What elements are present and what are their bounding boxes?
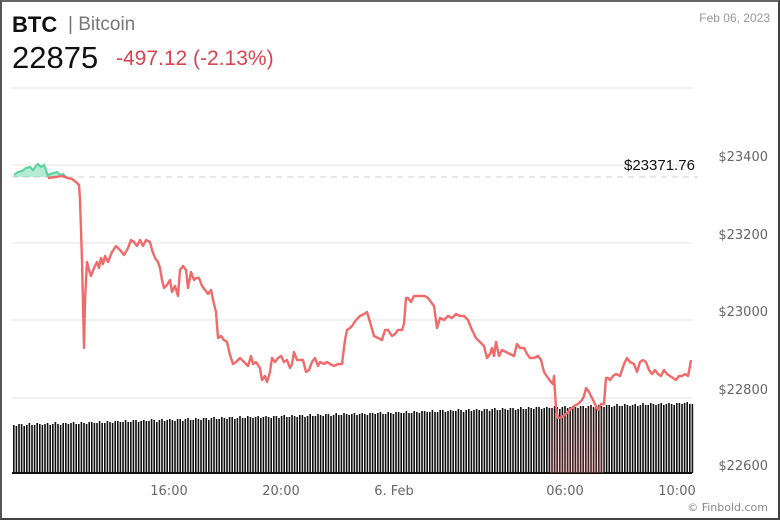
up-line xyxy=(13,162,67,179)
x-axis-label: 06:00 xyxy=(546,484,584,499)
chart-date: Feb 06, 2023 xyxy=(699,11,770,25)
price-line xyxy=(47,174,693,420)
asset-name: | Bitcoin xyxy=(68,14,136,35)
finbold-credit: © Finbold.com xyxy=(687,501,768,514)
y-axis-label: $23400 xyxy=(718,150,768,165)
price-change: -497.12 (-2.13%) xyxy=(116,47,274,70)
gridlines xyxy=(12,87,692,399)
x-axis-label: 16:00 xyxy=(150,484,188,499)
down-area xyxy=(550,378,604,473)
y-axis-label: $22800 xyxy=(718,383,768,398)
y-axis-label: $22600 xyxy=(718,459,768,474)
baseline-price-label: $23371.76 xyxy=(624,157,695,174)
y-axis-label: $23200 xyxy=(718,228,768,243)
ticker-symbol: BTC xyxy=(12,12,58,37)
x-axis-label: 10:00 xyxy=(658,484,696,499)
y-axis-label: $23000 xyxy=(718,305,768,320)
current-price: 22875 xyxy=(12,40,99,75)
x-axis-label: 6. Feb xyxy=(374,484,414,499)
x-axis-label: 20:00 xyxy=(262,484,300,499)
volume-bars xyxy=(13,402,694,473)
